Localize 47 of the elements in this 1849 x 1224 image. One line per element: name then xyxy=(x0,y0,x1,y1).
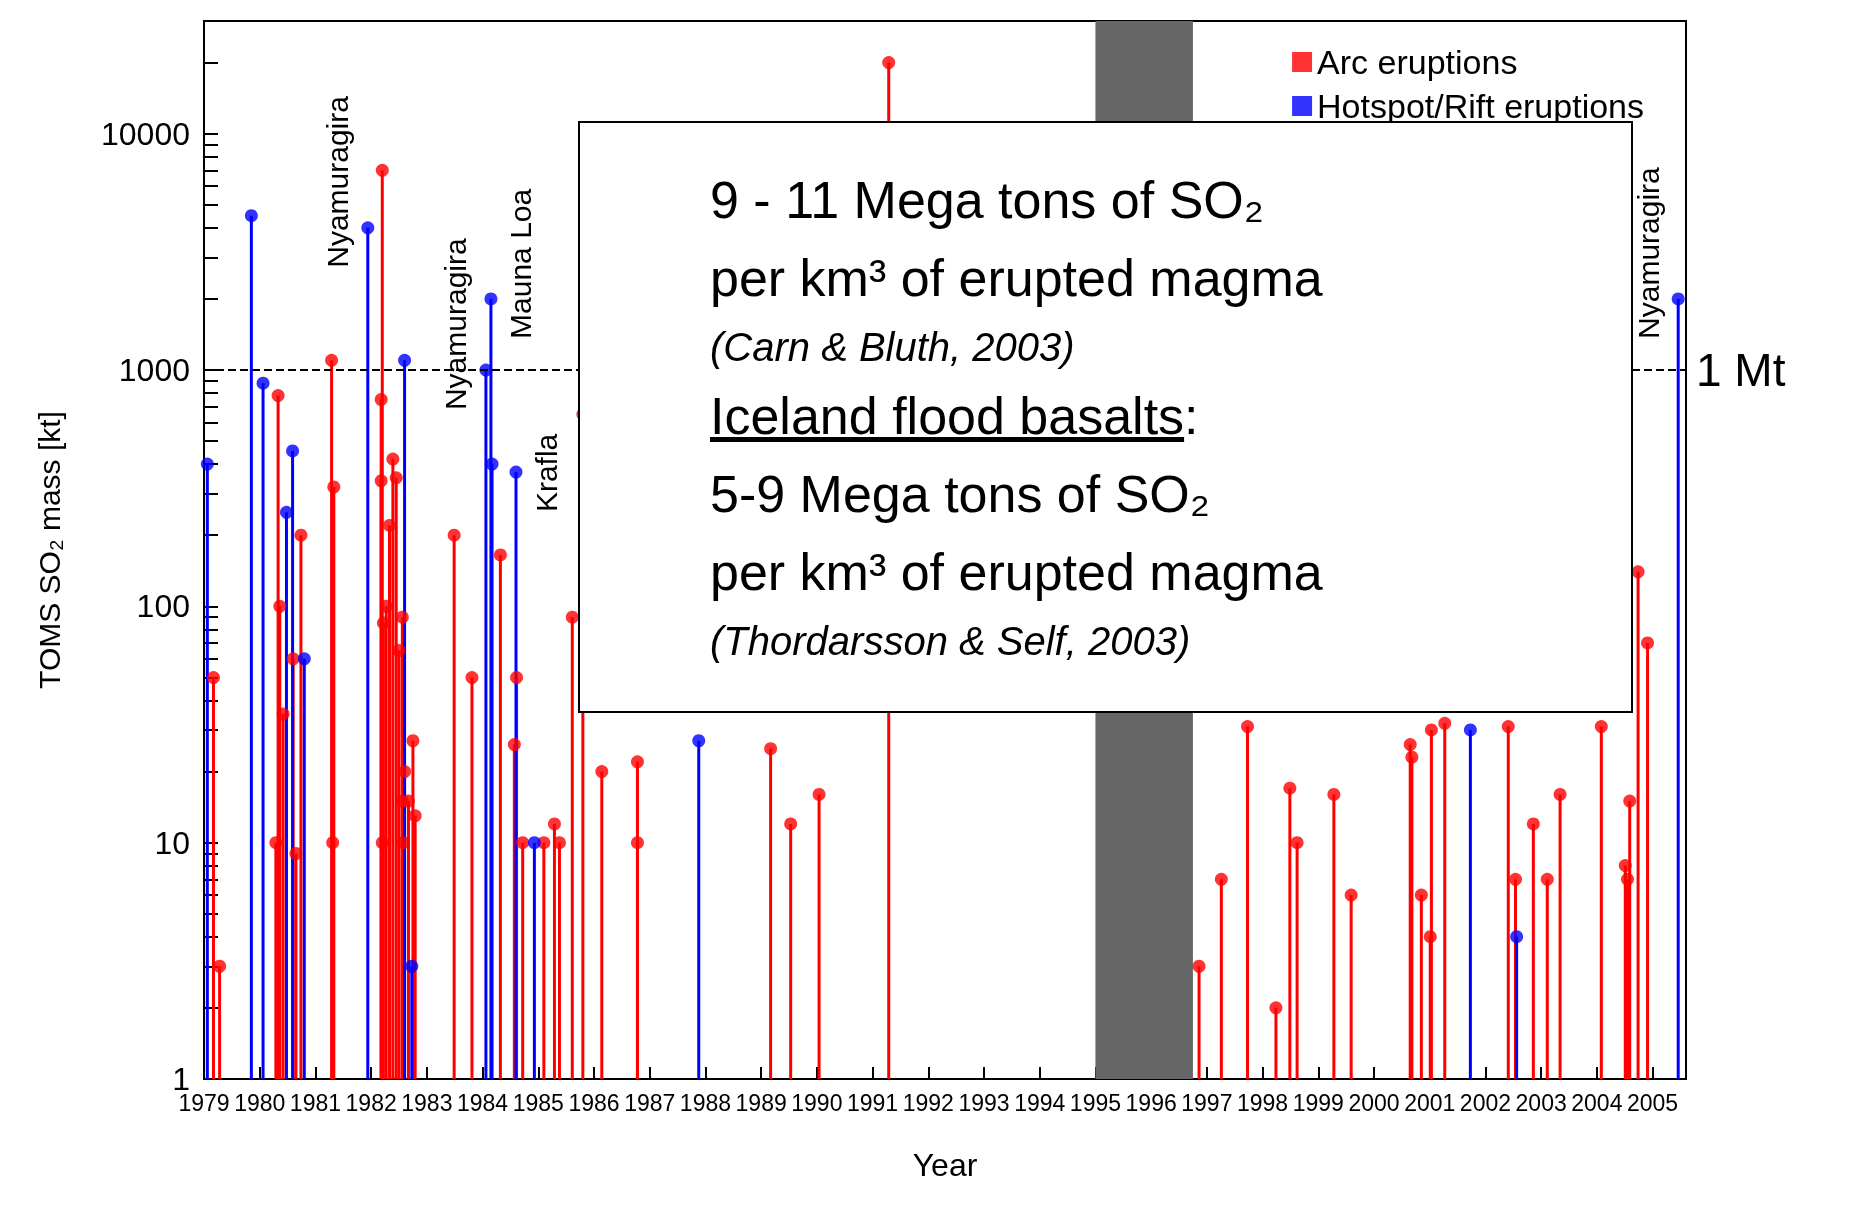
x-tick-label: 1997 xyxy=(1181,1089,1233,1116)
x-tick-label: 2003 xyxy=(1515,1089,1567,1116)
x-tick-label: 2005 xyxy=(1626,1089,1679,1116)
x-tick-label: 1985 xyxy=(512,1089,564,1116)
x-tick-label: 1988 xyxy=(679,1089,732,1116)
x-tick-label: 1982 xyxy=(345,1089,397,1116)
x-tick-label: 1998 xyxy=(1236,1089,1289,1116)
x-tick-label: 2002 xyxy=(1459,1089,1512,1116)
annotation: Nyamuragira xyxy=(1631,166,1665,339)
annotation: Nyamuragira xyxy=(321,95,355,268)
annotation: Nyamuragira xyxy=(439,238,473,411)
y-axis-title: TOMS SO₂ mass [kt] xyxy=(32,411,66,689)
x-tick-label: 1987 xyxy=(624,1089,676,1116)
x-tick-label: 1983 xyxy=(401,1089,453,1116)
annotation: per km³ of erupted magma xyxy=(710,542,1324,603)
x-tick-label: 2000 xyxy=(1348,1089,1400,1116)
x-tick-label: 1992 xyxy=(902,1089,954,1116)
annotation: 9 - 11 Mega tons of SO₂ xyxy=(710,170,1265,231)
y-tick-label: 100 xyxy=(136,588,190,625)
x-tick-label: 1991 xyxy=(846,1089,899,1116)
y-tick-label: 10000 xyxy=(101,115,190,152)
y-tick-label: 10 xyxy=(154,824,190,861)
x-tick-label: 1999 xyxy=(1292,1089,1344,1116)
annotation: 5-9 Mega tons of SO₂ xyxy=(710,464,1211,525)
x-axis-title: Year xyxy=(912,1147,978,1183)
x-tick-label: 1986 xyxy=(568,1089,620,1116)
y-tick-label: 1000 xyxy=(118,352,190,389)
annotation: Krafla xyxy=(529,433,563,513)
x-tick-label: 1980 xyxy=(234,1089,286,1116)
x-tick-label: 1984 xyxy=(456,1089,509,1116)
annotation: per km³ of erupted magma xyxy=(710,248,1324,309)
legend-label: Arc eruptions xyxy=(1317,43,1518,81)
annotation: Iceland flood basalts: xyxy=(710,386,1200,447)
x-tick-label: 2001 xyxy=(1404,1089,1456,1116)
x-tick-label: 2004 xyxy=(1571,1089,1623,1116)
x-tick-label: 1994 xyxy=(1014,1089,1066,1116)
x-tick-label: 1995 xyxy=(1069,1089,1122,1116)
annotation: (Thordarsson & Self, 2003) xyxy=(710,618,1192,665)
x-tick-label: 1990 xyxy=(791,1089,843,1116)
x-tick-label: 1993 xyxy=(958,1089,1010,1116)
ref-line-label: 1 Mt xyxy=(1696,344,1786,397)
annotation: (Carn & Bluth, 2003) xyxy=(710,324,1076,371)
x-tick-label: 1996 xyxy=(1125,1089,1177,1116)
x-tick-label: 1989 xyxy=(735,1089,787,1116)
annotation: Mauna Loa xyxy=(504,188,538,339)
x-tick-label: 1981 xyxy=(289,1089,342,1116)
legend-label: Hotspot/Rift eruptions xyxy=(1317,87,1644,125)
